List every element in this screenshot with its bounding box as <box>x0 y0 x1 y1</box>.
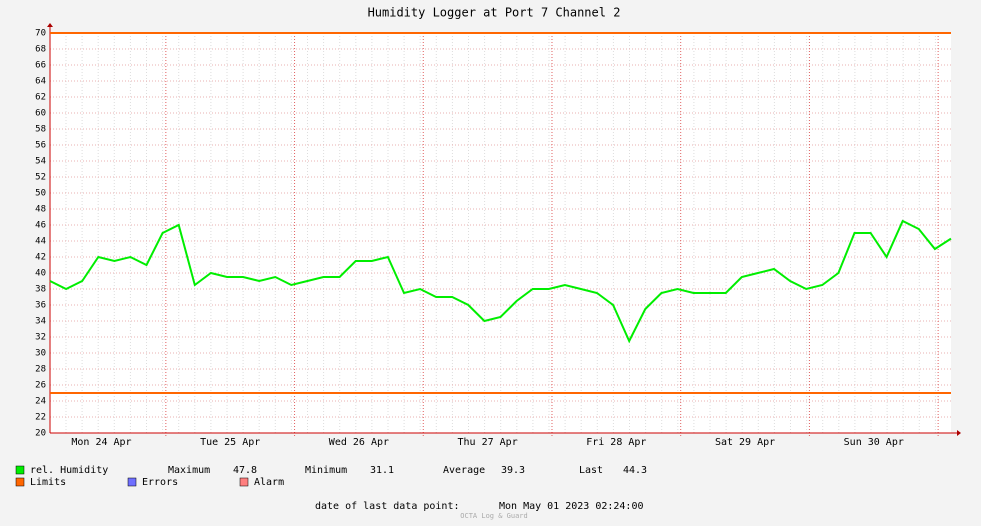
stat-label: Average <box>443 465 485 476</box>
y-tick-label: 20 <box>35 429 46 439</box>
footer-label: date of last data point: <box>315 501 460 512</box>
stat-value: 44.3 <box>623 465 647 476</box>
chart-title: Humidity Logger at Port 7 Channel 2 <box>368 6 621 20</box>
y-tick-label: 68 <box>35 45 46 55</box>
stat-label: Maximum <box>168 465 210 476</box>
x-tick-label: Tue 25 Apr <box>200 437 260 448</box>
y-tick-label: 44 <box>35 237 46 247</box>
y-tick-label: 62 <box>35 93 46 103</box>
x-tick-label: Fri 28 Apr <box>586 437 646 448</box>
footer-value: Mon May 01 2023 02:24:00 <box>499 501 644 512</box>
x-tick-label: Mon 24 Apr <box>71 437 131 448</box>
y-tick-label: 34 <box>35 317 46 327</box>
y-tick-label: 46 <box>35 221 46 231</box>
legend-swatch <box>127 477 137 487</box>
x-axis-arrow <box>957 430 961 436</box>
legend-label: Limits <box>30 477 66 488</box>
y-axis-arrow <box>47 23 53 27</box>
y-tick-label: 24 <box>35 397 46 407</box>
y-tick-label: 48 <box>35 205 46 215</box>
legend-label: Alarm <box>254 477 284 488</box>
y-tick-label: 50 <box>35 189 46 199</box>
stat-value: 31.1 <box>370 465 394 476</box>
y-tick-label: 54 <box>35 157 46 167</box>
x-tick-label: Sat 29 Apr <box>715 437 775 448</box>
y-tick-label: 42 <box>35 253 46 263</box>
y-tick-label: 38 <box>35 285 46 295</box>
stat-label: Last <box>579 465 603 476</box>
y-tick-label: 32 <box>35 333 46 343</box>
legend-label: Errors <box>142 477 178 488</box>
y-tick-label: 26 <box>35 381 46 391</box>
y-tick-label: 52 <box>35 173 46 183</box>
watermark: OCTA Log & Guard <box>460 512 527 520</box>
y-tick-label: 70 <box>35 29 46 39</box>
y-tick-label: 58 <box>35 125 46 135</box>
stat-value: 39.3 <box>501 465 525 476</box>
legend-swatch <box>15 477 25 487</box>
y-tick-label: 22 <box>35 413 46 423</box>
y-tick-label: 66 <box>35 61 46 71</box>
legend-label: rel. Humidity <box>30 465 108 476</box>
x-tick-label: Thu 27 Apr <box>458 437 518 448</box>
stat-value: 47.8 <box>233 465 257 476</box>
y-tick-label: 40 <box>35 269 46 279</box>
legend-swatch <box>15 465 25 475</box>
y-tick-label: 36 <box>35 301 46 311</box>
stat-label: Minimum <box>305 465 347 476</box>
data-line <box>49 219 952 344</box>
y-tick-label: 64 <box>35 77 46 87</box>
y-tick-label: 60 <box>35 109 46 119</box>
y-tick-label: 56 <box>35 141 46 151</box>
y-tick-label: 30 <box>35 349 46 359</box>
legend-swatch <box>239 477 249 487</box>
y-tick-label: 28 <box>35 365 46 375</box>
x-tick-label: Wed 26 Apr <box>329 437 389 448</box>
x-tick-label: Sun 30 Apr <box>844 437 904 448</box>
